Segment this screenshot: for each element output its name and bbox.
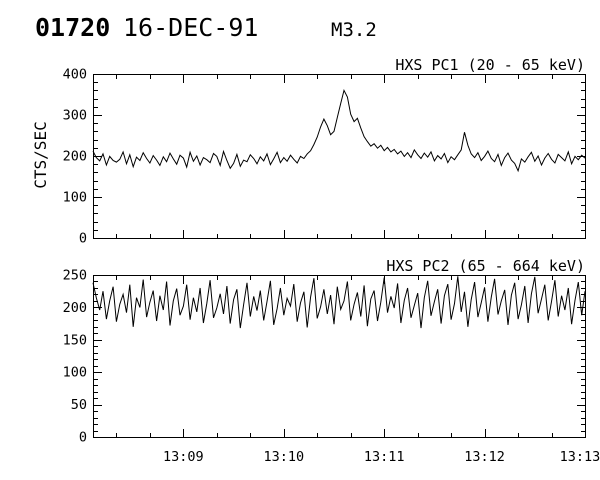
y-tick-label: 400 bbox=[63, 67, 87, 83]
x-tick-label: 13:09 bbox=[163, 449, 204, 465]
y-tick-label: 0 bbox=[79, 430, 87, 446]
x-tick-label: 13:13 bbox=[560, 449, 600, 465]
panel2-title: HXS PC2 (65 - 664 keV) bbox=[386, 257, 585, 275]
y-tick-label: 50 bbox=[71, 397, 87, 413]
plot-frame bbox=[93, 74, 586, 239]
panel-1: 0 100 200 300 400 bbox=[63, 67, 586, 247]
y-tick-label: 0 bbox=[79, 231, 87, 247]
y-tick-label: 200 bbox=[63, 149, 87, 165]
y-tick-label: 300 bbox=[63, 108, 87, 124]
data-series-line bbox=[92, 276, 586, 329]
event-date: 16-DEC-91 bbox=[123, 13, 259, 42]
y-tick-label: 250 bbox=[63, 268, 87, 284]
y-tick-label: 150 bbox=[63, 332, 87, 348]
x-tick-label: 13:11 bbox=[364, 449, 405, 465]
panel-2: 0 50 100 150 200 250 13:09 13:10 13:11 13:12 13:13 bbox=[63, 268, 600, 466]
event-id: 01720 bbox=[35, 13, 111, 42]
plot-frame bbox=[93, 275, 586, 438]
data-series-line bbox=[92, 88, 586, 173]
panel1-title: HXS PC1 (20 - 65 keV) bbox=[395, 56, 585, 74]
y-tick-label: 200 bbox=[63, 300, 87, 316]
x-tick-label: 13:10 bbox=[263, 449, 304, 465]
flare-class: M3.2 bbox=[331, 19, 377, 41]
y-tick-label: 100 bbox=[63, 190, 87, 206]
x-tick-label: 13:12 bbox=[464, 449, 505, 465]
y-tick-label: 100 bbox=[63, 365, 87, 381]
